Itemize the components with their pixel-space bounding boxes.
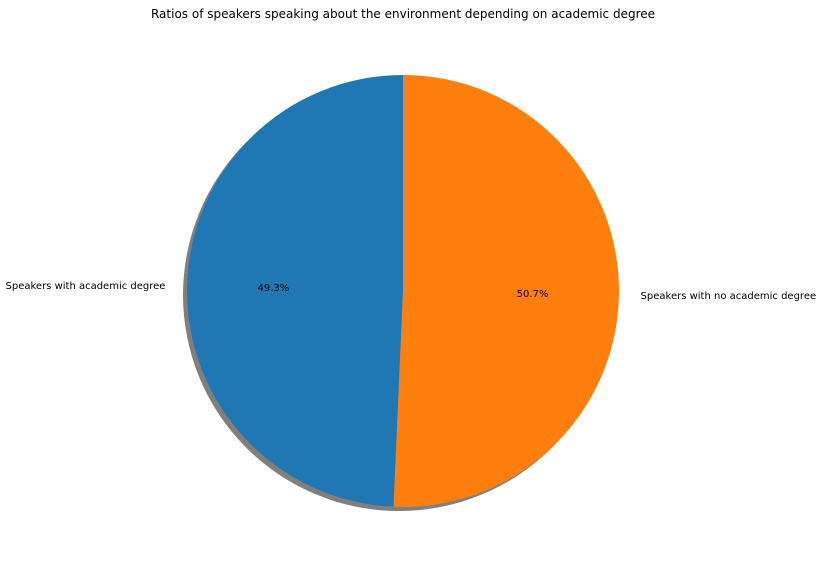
pie-slice-2 [393, 75, 620, 507]
pie-slice-2-label: Speakers with no academic degree [641, 291, 817, 302]
pie-slice-1-label: Speakers with academic degree [6, 281, 166, 292]
pie-slice-2-percent-label: 50.7% [517, 289, 549, 300]
pie-slices [187, 75, 620, 507]
chart-title: Ratios of speakers speaking about the en… [151, 7, 655, 21]
pie-labels: 49.3% Speakers with academic degree 50.7% S… [6, 281, 817, 302]
pie-slice-1 [187, 75, 403, 507]
pie-slice-1-percent-label: 49.3% [258, 283, 290, 294]
